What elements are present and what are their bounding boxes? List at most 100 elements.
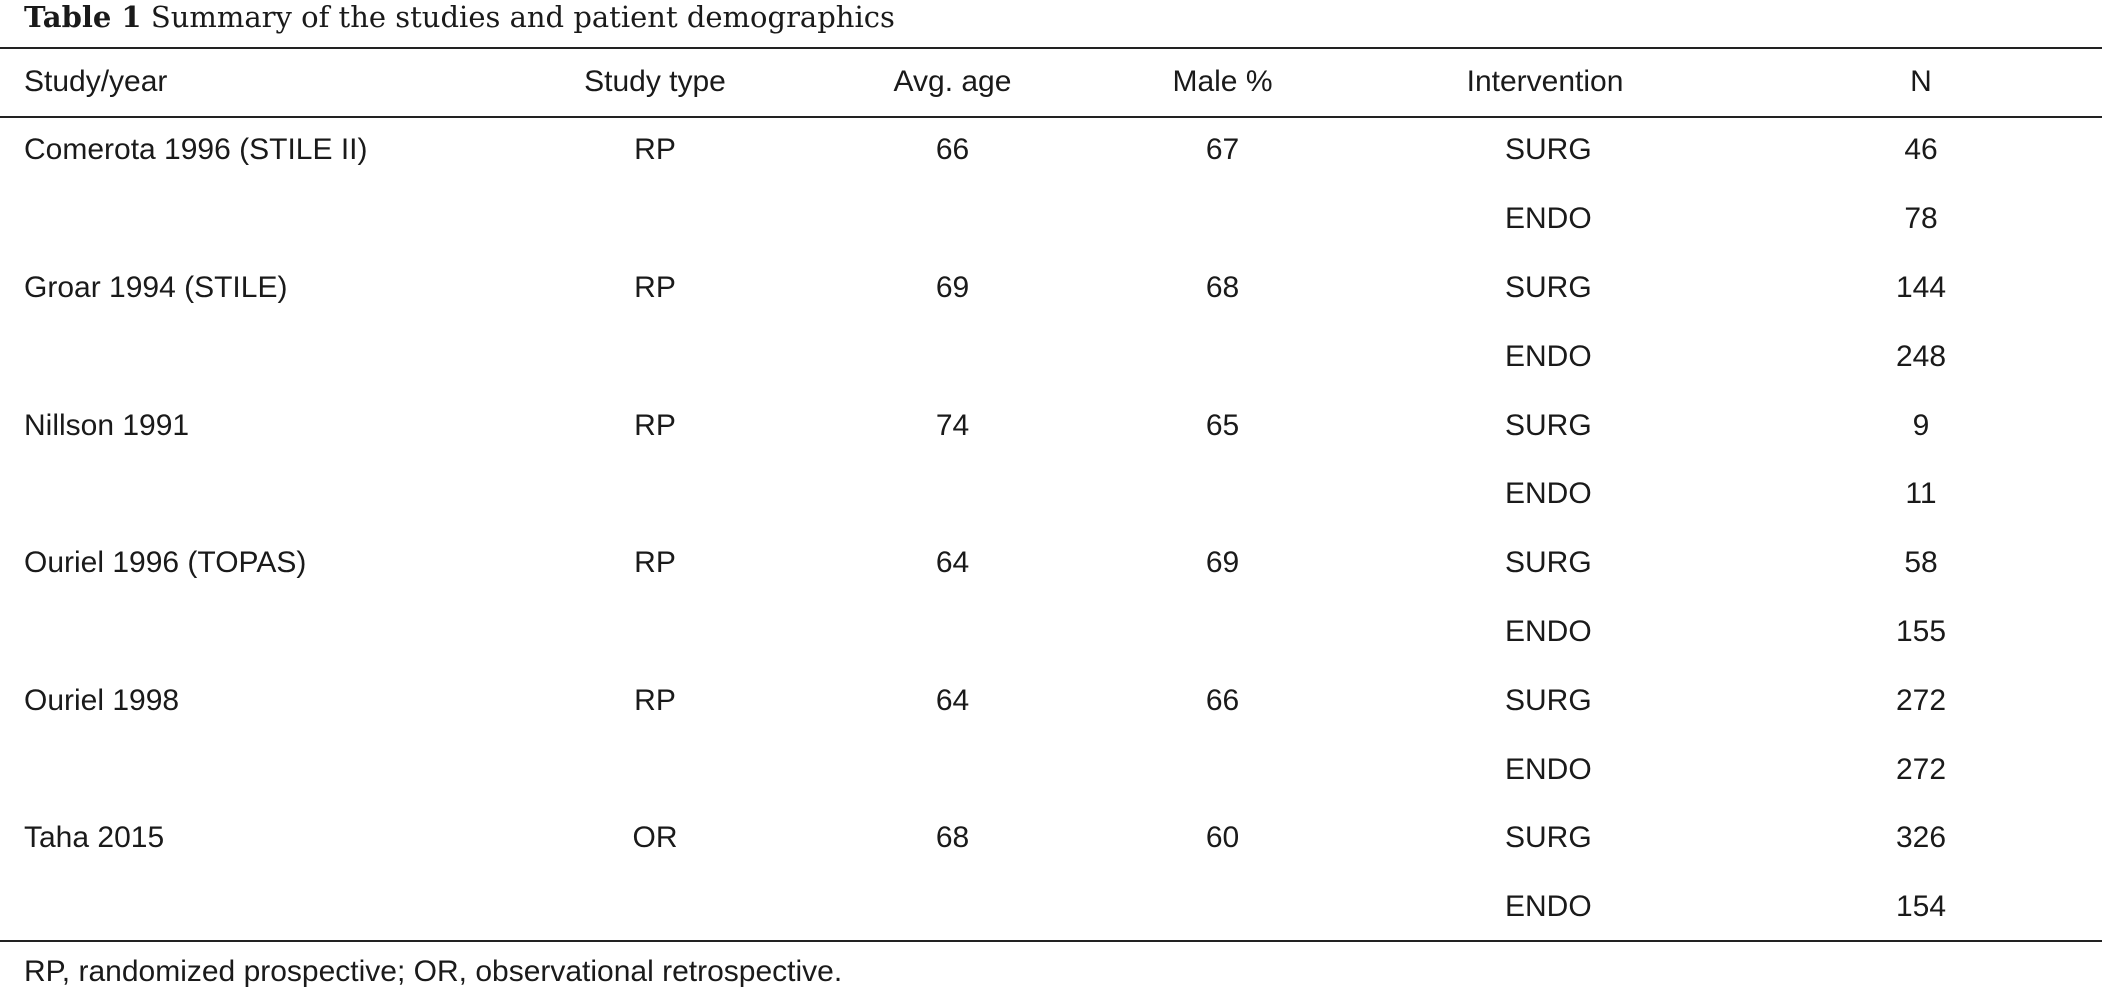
cell-study-type (500, 735, 810, 804)
cell-study-year: Ouriel 1998 (24, 683, 180, 717)
cell-study-type (500, 598, 810, 667)
cell-intervention: SURG (1505, 133, 1592, 167)
header-n: N (1910, 65, 1932, 98)
header-study-year: Study/year (24, 65, 168, 98)
cell-n: 154 (1895, 890, 1947, 924)
header-male-percent: Male % (1172, 65, 1273, 98)
table-row: ENDO 248 (0, 322, 2102, 391)
cell-n: 272 (1895, 683, 1947, 717)
table-bottom-rule (0, 940, 2102, 942)
cell-male-percent: 66 (1205, 683, 1240, 717)
cell-avg-age (810, 873, 1095, 942)
cell-avg-age: 69 (935, 270, 970, 304)
cell-male-percent: 68 (1205, 270, 1240, 304)
cell-intervention: SURG (1505, 270, 1592, 304)
table-row: Taha 2015 OR 68 60 SURG 326 (0, 804, 2102, 873)
cell-study-type: OR (632, 821, 678, 855)
cell-n: 46 (1904, 133, 1938, 167)
cell-study-type (500, 873, 810, 942)
cell-avg-age (810, 735, 1095, 804)
cell-male-percent (1095, 735, 1350, 804)
cell-intervention: SURG (1505, 683, 1592, 717)
table-row: ENDO 155 (0, 598, 2102, 667)
cell-study-year: Groar 1994 (STILE) (24, 270, 288, 304)
cell-study-type: RP (634, 270, 676, 304)
table-top-rule (0, 47, 2102, 49)
cell-avg-age: 68 (935, 821, 970, 855)
table-row: ENDO 11 (0, 460, 2102, 529)
cell-study-type (500, 322, 810, 391)
cell-avg-age: 64 (935, 546, 970, 580)
cell-n: 11 (1905, 477, 1937, 511)
cell-study-type: RP (634, 408, 676, 442)
cell-male-percent: 60 (1205, 821, 1240, 855)
table-row: ENDO 272 (0, 735, 2102, 804)
cell-study-type: RP (634, 133, 676, 167)
cell-male-percent (1095, 873, 1350, 942)
table-row: Ouriel 1996 (TOPAS) RP 64 69 SURG 58 (0, 529, 2102, 598)
cell-male-percent (1095, 322, 1350, 391)
cell-avg-age: 66 (935, 133, 970, 167)
cell-intervention: ENDO (1505, 477, 1592, 511)
cell-male-percent (1095, 185, 1350, 254)
cell-n: 155 (1895, 614, 1947, 648)
cell-study-year (0, 322, 500, 391)
cell-male-percent: 69 (1205, 546, 1240, 580)
table-row: ENDO 78 (0, 185, 2102, 254)
cell-avg-age (810, 322, 1095, 391)
cell-male-percent (1095, 460, 1350, 529)
cell-study-type (500, 460, 810, 529)
table-header-rule (0, 116, 2102, 118)
table-row: ENDO 154 (0, 873, 2102, 942)
cell-study-year: Comerota 1996 (STILE II) (24, 133, 368, 167)
table-body: Comerota 1996 (STILE II) RP 66 67 SURG 46 ENDO… (0, 116, 2102, 942)
cell-avg-age (810, 460, 1095, 529)
cell-intervention: SURG (1505, 546, 1592, 580)
table-row: Nillson 1991 RP 74 65 SURG 9 (0, 391, 2102, 460)
cell-study-year: Nillson 1991 (24, 408, 190, 442)
cell-study-year (0, 185, 500, 254)
cell-n: 272 (1895, 752, 1947, 786)
cell-n: 144 (1895, 270, 1947, 304)
table-caption-label: Table 1 (24, 0, 142, 34)
cell-study-year: Taha 2015 (24, 821, 165, 855)
cell-male-percent: 67 (1205, 133, 1240, 167)
table-caption: Table 1 Summary of the studies and patie… (24, 0, 895, 40)
table-footnote: RP, randomized prospective; OR, observat… (24, 955, 843, 988)
table-caption-title: Summary of the studies and patient demog… (150, 0, 895, 34)
cell-study-year (0, 460, 500, 529)
cell-study-year (0, 598, 500, 667)
cell-intervention: ENDO (1505, 202, 1592, 236)
cell-n: 78 (1904, 202, 1938, 236)
header-study-type: Study type (584, 65, 726, 98)
cell-study-year (0, 873, 500, 942)
header-intervention: Intervention (1466, 65, 1624, 98)
cell-intervention: ENDO (1505, 614, 1592, 648)
cell-n: 326 (1895, 821, 1947, 855)
table-header-row: Study/year Study type Avg. age Male % In… (0, 48, 2102, 116)
table-row: Comerota 1996 (STILE II) RP 66 67 SURG 46 (0, 116, 2102, 185)
cell-avg-age (810, 185, 1095, 254)
cell-intervention: ENDO (1505, 752, 1592, 786)
cell-study-year: Ouriel 1996 (TOPAS) (24, 546, 307, 580)
cell-intervention: SURG (1505, 821, 1592, 855)
table-row: Ouriel 1998 RP 64 66 SURG 272 (0, 666, 2102, 735)
table-row: Groar 1994 (STILE) RP 69 68 SURG 144 (0, 254, 2102, 323)
cell-male-percent (1095, 598, 1350, 667)
cell-study-type (500, 185, 810, 254)
cell-study-type: RP (634, 683, 676, 717)
cell-n: 248 (1895, 339, 1947, 373)
cell-avg-age: 74 (935, 408, 970, 442)
cell-intervention: ENDO (1505, 890, 1592, 924)
cell-study-year (0, 735, 500, 804)
cell-n: 58 (1904, 546, 1938, 580)
cell-avg-age (810, 598, 1095, 667)
cell-avg-age: 64 (935, 683, 970, 717)
cell-intervention: SURG (1505, 408, 1592, 442)
cell-male-percent: 65 (1205, 408, 1240, 442)
cell-intervention: ENDO (1505, 339, 1592, 373)
studies-table: Study/year Study type Avg. age Male % In… (0, 48, 2102, 942)
cell-n: 9 (1912, 408, 1930, 442)
cell-study-type: RP (634, 546, 676, 580)
header-avg-age: Avg. age (893, 65, 1012, 98)
